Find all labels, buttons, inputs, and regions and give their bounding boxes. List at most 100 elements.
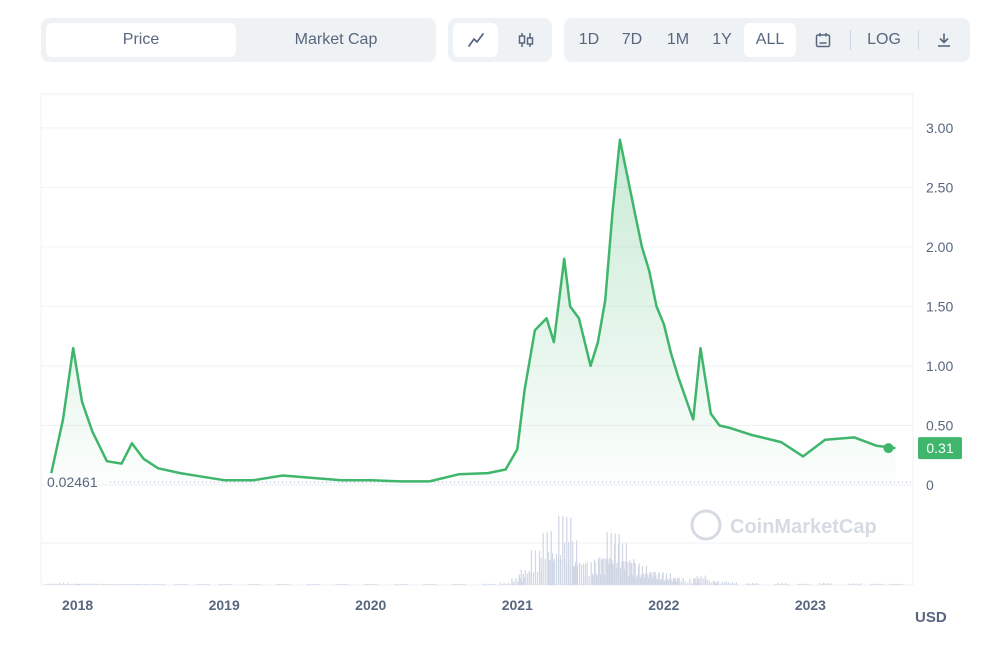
- volume-bar: [345, 584, 347, 585]
- volume-bar: [618, 534, 620, 585]
- volume-bar: [487, 584, 490, 585]
- volume-bar: [627, 562, 629, 585]
- volume-bar: [228, 584, 230, 585]
- volume-bar: [777, 582, 779, 585]
- download-button[interactable]: [924, 23, 964, 57]
- candlestick-chart-button[interactable]: [503, 23, 548, 57]
- baseline-value-label: 0.02461: [47, 474, 98, 490]
- range-1y-button[interactable]: 1Y: [712, 31, 732, 48]
- range-7d-button[interactable]: 7D: [621, 31, 643, 48]
- volume-bar: [605, 558, 607, 585]
- volume-bar: [206, 584, 208, 585]
- volume-bar: [715, 583, 717, 585]
- volume-bar: [280, 584, 283, 585]
- market-cap-tab[interactable]: Market Cap: [294, 31, 378, 48]
- volume-bar: [827, 583, 829, 585]
- volume-bar: [110, 584, 113, 585]
- price-tab[interactable]: Price: [46, 23, 236, 57]
- volume-bar: [108, 584, 111, 585]
- volume-bar: [729, 583, 732, 585]
- volume-bar: [735, 582, 738, 585]
- volume-bar: [316, 584, 318, 585]
- y-axis: 3.00 2.50 2.00 1.50 1.00 0.50 0: [926, 120, 953, 493]
- volume-bar: [649, 572, 651, 585]
- volume-bar: [143, 584, 145, 585]
- volume-bar: [621, 543, 624, 585]
- volume-bar: [856, 583, 858, 585]
- volume-bar: [119, 584, 121, 585]
- toolbar-divider: [850, 30, 851, 50]
- volume-bar: [230, 584, 232, 585]
- volume-bar: [596, 575, 598, 585]
- volume-bar: [672, 581, 674, 585]
- volume-bar: [825, 583, 827, 585]
- volume-bar: [548, 560, 550, 585]
- volume-bar: [693, 578, 695, 585]
- log-scale-button[interactable]: LOG: [867, 31, 901, 48]
- volume-bar: [491, 584, 494, 585]
- volume-bar: [56, 584, 59, 585]
- calendar-button[interactable]: [802, 23, 844, 57]
- volume-bar: [673, 577, 675, 585]
- volume-bar: [335, 584, 337, 585]
- price-area: [51, 139, 896, 485]
- volume-bar: [347, 584, 349, 585]
- coinmarketcap-logo-icon: [690, 509, 722, 541]
- volume-bar: [100, 584, 103, 585]
- volume-bar: [186, 584, 188, 585]
- volume-bar: [660, 578, 662, 585]
- volume-bar: [613, 544, 616, 585]
- volume-bar: [47, 583, 49, 585]
- volume-bar: [897, 584, 899, 585]
- volume-bar: [433, 584, 435, 585]
- volume-bar: [312, 584, 314, 585]
- volume-bar: [599, 556, 601, 585]
- volume-bar: [376, 584, 378, 585]
- volume-bar: [454, 584, 456, 585]
- volume-bar: [429, 584, 431, 585]
- volume-bar: [779, 584, 781, 585]
- volume-bar: [402, 584, 404, 585]
- volume-bar: [706, 582, 708, 585]
- y-tick-label: 0: [926, 477, 934, 493]
- volume-bar: [53, 584, 55, 585]
- volume-bar: [745, 583, 747, 585]
- volume-bar: [657, 573, 660, 585]
- line-chart-button[interactable]: [453, 23, 498, 57]
- chart-type-toggle: [448, 18, 552, 62]
- volume-bar: [781, 582, 783, 585]
- volume-bar: [610, 532, 612, 585]
- volume-bar: [370, 584, 372, 585]
- range-1m-button[interactable]: 1M: [666, 31, 690, 48]
- range-1d-button[interactable]: 1D: [578, 31, 600, 48]
- volume-bar: [612, 563, 614, 585]
- currency-unit-label: USD: [915, 609, 947, 626]
- volume-bar: [431, 584, 433, 585]
- volume-bar: [799, 583, 801, 585]
- volume-bar: [647, 577, 650, 585]
- y-tick-label: 1.00: [926, 358, 953, 374]
- volume-bar: [574, 562, 577, 585]
- volume-bar: [590, 562, 592, 585]
- volume-bar: [645, 572, 647, 585]
- volume-bar: [364, 584, 366, 585]
- volume-bar: [251, 584, 253, 585]
- x-tick-label: 2018: [62, 597, 93, 613]
- volume-bar: [632, 575, 634, 585]
- volume-bar: [520, 569, 522, 585]
- volume-bar: [570, 565, 572, 585]
- volume-bar: [310, 584, 312, 585]
- range-all-button[interactable]: ALL: [744, 23, 796, 57]
- y-tick-label: 3.00: [926, 120, 953, 136]
- volume-bar: [77, 583, 79, 585]
- volume-bar: [102, 584, 105, 585]
- volume-bar: [282, 584, 285, 585]
- volume-bar: [584, 576, 586, 585]
- volume-bar: [708, 580, 710, 585]
- volume-bar: [540, 557, 542, 585]
- volume-bar: [423, 584, 425, 585]
- volume-bar: [623, 568, 626, 585]
- volume-bar: [609, 557, 611, 585]
- volume-bar: [553, 558, 556, 585]
